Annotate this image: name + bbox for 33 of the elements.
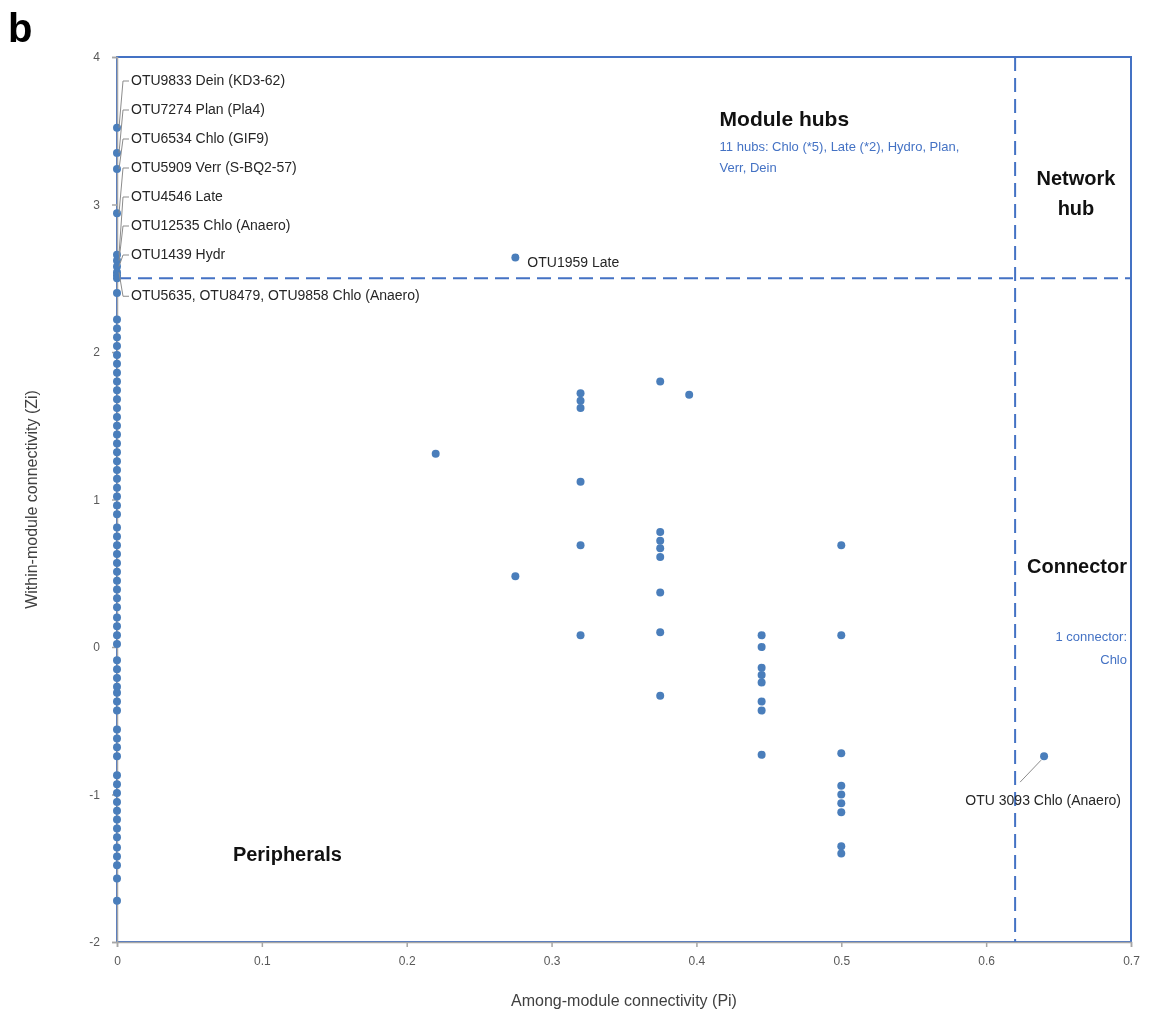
annotation: OTU9833 Dein (KD3-62) <box>131 72 286 88</box>
annotation: 1 connector: Chlo <box>1055 629 1127 668</box>
x-tick-label: 0.5 <box>833 953 851 968</box>
y-tick-label: -2 <box>89 935 101 950</box>
annotation: Peripherals <box>232 842 342 865</box>
annotation: OTU1439 Hydr <box>131 246 226 262</box>
annotation: OTU5635, OTU8479, OTU9858 Chlo (Anaero) <box>131 287 420 304</box>
y-tick-label: 3 <box>93 197 101 212</box>
x-tick-label: 0.1 <box>254 953 272 968</box>
annotation: OTU5909 Verr (S-BQ2-57) <box>131 159 297 175</box>
x-axis-title: Among-module connectivity (Pi) <box>511 992 737 1009</box>
annotation: OTU4546 Late <box>131 188 224 204</box>
text: b <box>8 6 33 50</box>
y-tick-label: -1 <box>89 787 101 802</box>
annotation: Network hub <box>1036 167 1117 220</box>
annotation: OTU1959 Late <box>527 253 620 270</box>
annotation: OTU6534 Chlo (GIF9) <box>131 130 269 146</box>
x-tick-label: 0 <box>114 953 122 968</box>
x-tick-label: 0.6 <box>978 953 996 968</box>
x-tick-label: 0.4 <box>688 953 706 968</box>
x-tick-label: 0.3 <box>543 953 561 968</box>
annotation: OTU7274 Plan (Pla4) <box>131 101 265 117</box>
x-tick-label: 0.7 <box>1123 953 1141 968</box>
x-tick-label: 0.2 <box>398 953 416 968</box>
annotation: OTU12535 Chlo (Anaero) <box>131 217 291 233</box>
annotation: Connector <box>1027 555 1128 578</box>
y-tick-label: 0 <box>93 640 101 655</box>
y-tick-label: 2 <box>93 345 101 360</box>
y-axis-title: Within-module connectivity (Zi) <box>23 390 40 609</box>
y-tick-label: 4 <box>93 50 101 65</box>
y-tick-label: 1 <box>93 492 101 507</box>
annotation: 11 hubs: Chlo (*5), Late (*2), Hydro, Plan, Verr, Dein <box>719 139 960 176</box>
annotation: Module hubs <box>719 107 850 131</box>
